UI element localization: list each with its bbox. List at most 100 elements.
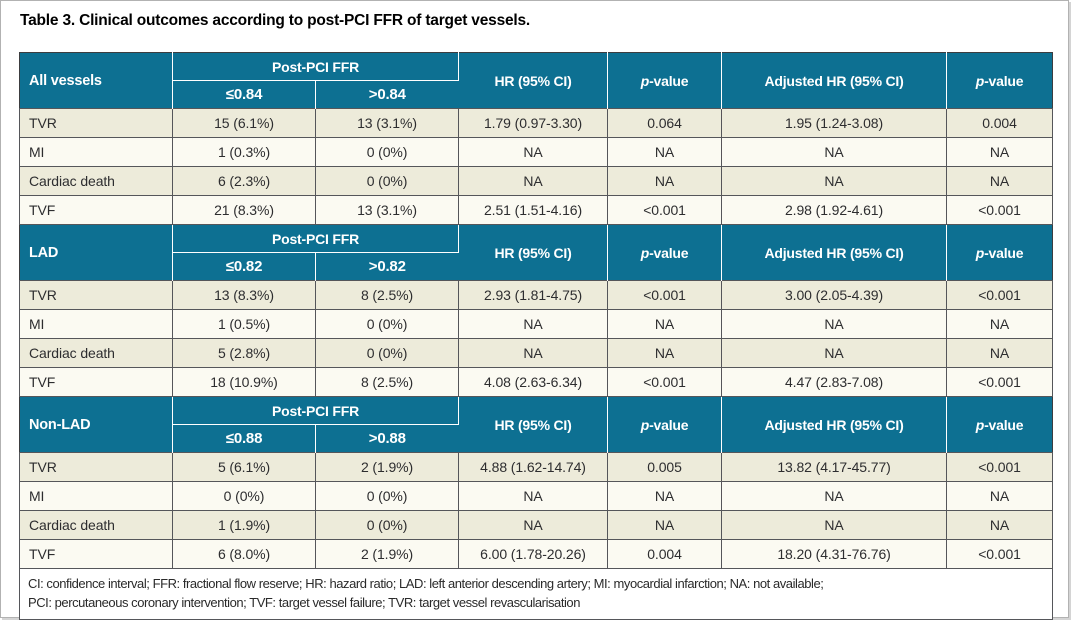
cell-adj-p: NA xyxy=(946,137,1054,167)
cell-adj-p: <0.001 xyxy=(946,280,1054,310)
table-row: TVR 13 (8.3%) 8 (2.5%) 2.93 (1.81-4.75) … xyxy=(19,280,1054,310)
cell-adj-p: <0.001 xyxy=(946,539,1054,569)
ffr-low-header: ≤0.84 xyxy=(172,80,316,109)
p-italic: p xyxy=(640,416,650,433)
p-italic: p xyxy=(975,72,985,89)
ffr-group-header: Post-PCI FFR xyxy=(172,224,460,253)
table-row: Cardiac death 1 (1.9%) 0 (0%) NA NA NA N… xyxy=(19,510,1054,540)
cell-adj-p: NA xyxy=(946,338,1054,368)
cell-adj-hr: 1.95 (1.24-3.08) xyxy=(721,108,948,138)
cell-ffr-high: 13 (3.1%) xyxy=(314,195,460,225)
cell-hr: NA xyxy=(458,166,609,196)
ffr-cutoff-row: ≤0.88 >0.88 xyxy=(20,424,1053,453)
ffr-cutoff-row: ≤0.84 >0.84 xyxy=(20,80,1053,109)
row-label: Cardiac death xyxy=(19,510,173,540)
cell-adj-p: NA xyxy=(946,309,1054,339)
row-label: Cardiac death xyxy=(19,166,173,196)
footnote-line-1: CI: confidence interval; FFR: fractional… xyxy=(28,576,824,591)
hr-header: HR (95% CI) xyxy=(458,52,609,109)
table-row: Cardiac death 6 (2.3%) 0 (0%) NA NA NA N… xyxy=(19,166,1054,196)
cell-ffr-low: 15 (6.1%) xyxy=(172,108,316,138)
section-label: Non-LAD xyxy=(19,396,173,453)
p-value-header: p-value xyxy=(946,52,1053,109)
p-rest: -value xyxy=(984,416,1024,433)
ffr-low-header: ≤0.88 xyxy=(172,424,316,453)
ffr-cutoff-row: ≤0.82 >0.82 xyxy=(20,252,1053,281)
section-header-row: Non-LAD Post-PCI FFR HR (95% CI) p-value… xyxy=(19,396,1053,453)
section-label: LAD xyxy=(19,224,173,281)
p-value-header: p-value xyxy=(607,396,723,453)
table-row: TVF 18 (10.9%) 8 (2.5%) 4.08 (2.63-6.34)… xyxy=(19,367,1054,397)
p-value-header: p-value xyxy=(946,396,1053,453)
row-label: MI xyxy=(19,481,173,511)
cell-hr: 6.00 (1.78-20.26) xyxy=(458,539,609,569)
row-label: MI xyxy=(19,137,173,167)
cell-ffr-high: 0 (0%) xyxy=(314,510,460,540)
cell-hr: NA xyxy=(458,137,609,167)
cell-adj-p: NA xyxy=(946,510,1054,540)
cell-ffr-high: 0 (0%) xyxy=(314,137,460,167)
cell-ffr-low: 1 (1.9%) xyxy=(172,510,316,540)
cell-hr: 2.51 (1.51-4.16) xyxy=(458,195,609,225)
cell-ffr-low: 1 (0.5%) xyxy=(172,309,316,339)
cell-adj-hr: NA xyxy=(721,137,948,167)
table-row: Cardiac death 5 (2.8%) 0 (0%) NA NA NA N… xyxy=(19,338,1054,368)
cell-adj-hr: 3.00 (2.05-4.39) xyxy=(721,280,948,310)
ffr-high-header: >0.84 xyxy=(315,80,459,109)
cell-p: <0.001 xyxy=(607,367,723,397)
cell-ffr-high: 0 (0%) xyxy=(314,338,460,368)
cell-ffr-low: 5 (2.8%) xyxy=(172,338,316,368)
hr-header: HR (95% CI) xyxy=(458,224,609,281)
row-label: TVF xyxy=(19,195,173,225)
cell-p: NA xyxy=(607,510,723,540)
row-label: MI xyxy=(19,309,173,339)
cell-hr: NA xyxy=(458,510,609,540)
cell-hr: 4.88 (1.62-14.74) xyxy=(458,452,609,482)
cell-adj-p: <0.001 xyxy=(946,195,1054,225)
table-row: MI 0 (0%) 0 (0%) NA NA NA NA xyxy=(19,481,1054,511)
p-value-header: p-value xyxy=(607,224,723,281)
cell-adj-hr: NA xyxy=(721,166,948,196)
table-title: Table 3. Clinical outcomes according to … xyxy=(20,12,531,29)
cell-adj-p: 0.004 xyxy=(946,108,1054,138)
p-rest: -value xyxy=(984,72,1024,89)
ffr-group-header: Post-PCI FFR xyxy=(172,52,460,81)
cell-p: 0.004 xyxy=(607,539,723,569)
cell-adj-p: <0.001 xyxy=(946,452,1054,482)
cell-adj-hr: 18.20 (4.31-76.76) xyxy=(721,539,948,569)
cell-ffr-low: 6 (8.0%) xyxy=(172,539,316,569)
cell-ffr-high: 13 (3.1%) xyxy=(314,108,460,138)
cell-p: NA xyxy=(607,137,723,167)
cell-adj-hr: NA xyxy=(721,481,948,511)
row-label: TVF xyxy=(19,367,173,397)
table-row: TVR 15 (6.1%) 13 (3.1%) 1.79 (0.97-3.30)… xyxy=(19,108,1054,138)
p-value-header: p-value xyxy=(946,224,1053,281)
adjusted-hr-header: Adjusted HR (95% CI) xyxy=(721,396,948,453)
cell-ffr-high: 8 (2.5%) xyxy=(314,367,460,397)
p-rest: -value xyxy=(984,244,1024,261)
table-row: MI 1 (0.5%) 0 (0%) NA NA NA NA xyxy=(19,309,1054,339)
cell-ffr-high: 0 (0%) xyxy=(314,481,460,511)
ffr-low-header: ≤0.82 xyxy=(172,252,316,281)
p-italic: p xyxy=(975,416,985,433)
section-header-row: LAD Post-PCI FFR HR (95% CI) p-value Adj… xyxy=(19,224,1053,281)
p-rest: -value xyxy=(649,72,689,89)
cell-ffr-low: 13 (8.3%) xyxy=(172,280,316,310)
cell-hr: 4.08 (2.63-6.34) xyxy=(458,367,609,397)
p-rest: -value xyxy=(649,416,689,433)
p-italic: p xyxy=(640,72,650,89)
cell-hr: 2.93 (1.81-4.75) xyxy=(458,280,609,310)
ffr-high-header: >0.82 xyxy=(315,252,459,281)
row-label: Cardiac death xyxy=(19,338,173,368)
adjusted-hr-header: Adjusted HR (95% CI) xyxy=(721,52,948,109)
cell-adj-p: NA xyxy=(946,481,1054,511)
row-label: TVF xyxy=(19,539,173,569)
cell-adj-hr: NA xyxy=(721,309,948,339)
cell-p: <0.001 xyxy=(607,195,723,225)
table-row: TVF 6 (8.0%) 2 (1.9%) 6.00 (1.78-20.26) … xyxy=(19,539,1054,569)
p-value-header: p-value xyxy=(607,52,723,109)
cell-adj-hr: 4.47 (2.83-7.08) xyxy=(721,367,948,397)
cell-ffr-high: 0 (0%) xyxy=(314,309,460,339)
cell-hr: 1.79 (0.97-3.30) xyxy=(458,108,609,138)
ffr-group-header: Post-PCI FFR xyxy=(172,396,460,425)
